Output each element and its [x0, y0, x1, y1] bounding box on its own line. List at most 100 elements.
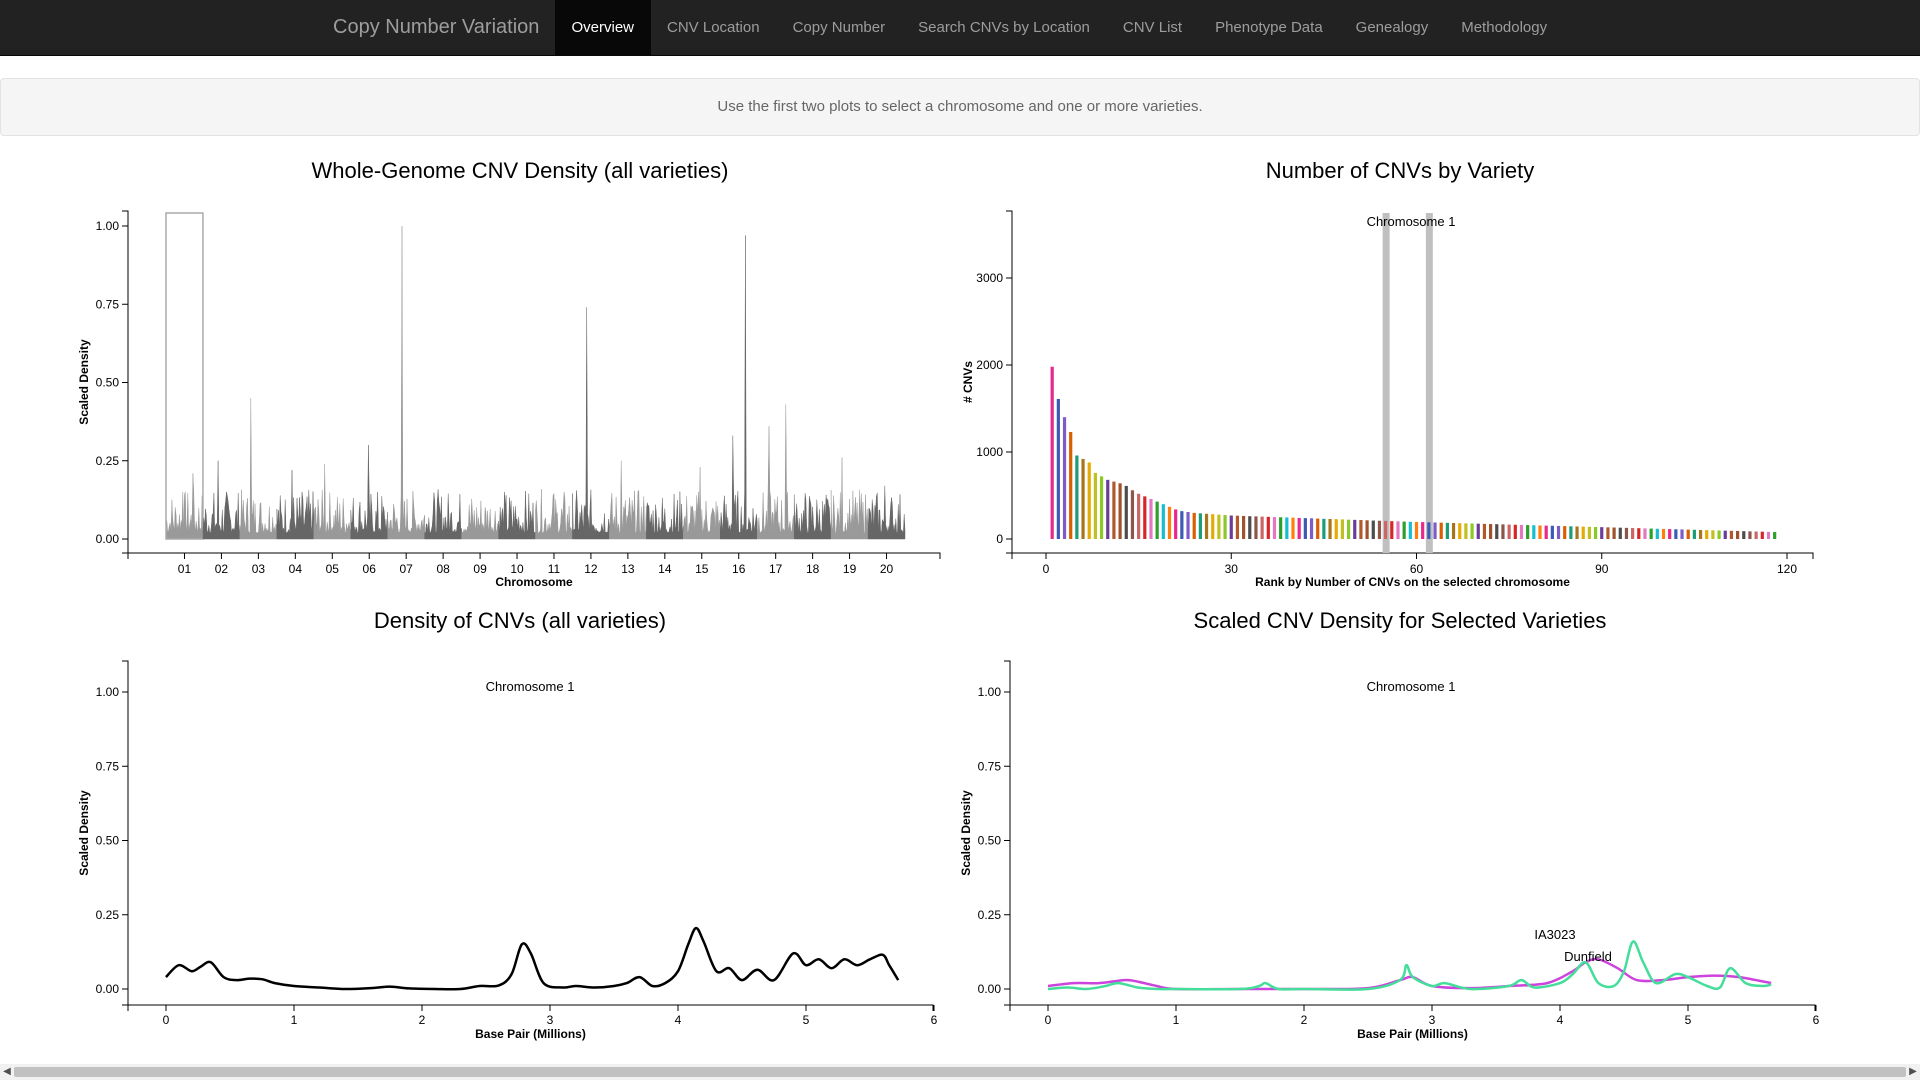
cnv-density-chart[interactable]: Base Pair (Millions) Scaled Density 0.00 0.… [0, 645, 960, 1045]
scroll-left-icon[interactable]: ◀ [3, 1066, 11, 1077]
chromosome-20-area [867, 485, 906, 540]
x-tick-label: 05 [326, 562, 340, 576]
bar-rank-99 [1655, 528, 1659, 539]
x-axis-line [1009, 1004, 1816, 1011]
x-tick-label: 03 [252, 562, 266, 576]
bar-rank-57 [1396, 521, 1400, 539]
bar-rank-87 [1581, 526, 1585, 539]
variety-density-chart[interactable]: Base Pair (Millions) Scaled Density 0.00 0.… [959, 645, 1920, 1045]
bar-rank-95 [1631, 528, 1635, 539]
density-line-dunfield [1047, 940, 1772, 991]
x-tick-label: 5 [803, 1013, 810, 1027]
bar-rank-31 [1235, 515, 1240, 539]
chromosome-05-area [313, 463, 352, 540]
bar-rank-92 [1612, 527, 1616, 539]
bar-rank-75 [1507, 524, 1511, 539]
navbar: Copy Number Variation Overview CNV Locat… [0, 0, 1920, 56]
rank-chart-title: Number of CNVs by Variety [1265, 158, 1535, 183]
bar-rank-22 [1180, 511, 1184, 539]
bar-rank-6 [1081, 458, 1085, 539]
bar-rank-63 [1433, 522, 1437, 539]
y-tick-label: 2000 [976, 358, 1003, 372]
bar-rank-83 [1556, 525, 1561, 539]
highlighted-variety-62 [1425, 213, 1433, 553]
genome-density-chart[interactable]: Chromosome Scaled Density 0.00 0.25 0.50 0.75… [0, 195, 960, 595]
bar-rank-102 [1674, 529, 1678, 539]
y-tick-label: 0.25 [96, 454, 120, 468]
series-label-ia3023: IA3023 [1534, 927, 1575, 942]
bar-rank-89 [1593, 526, 1598, 539]
bar-rank-107 [1705, 530, 1709, 539]
bar-rank-78 [1526, 525, 1530, 539]
highlighted-variety-55 [1382, 213, 1390, 553]
y-axis-label: # CNVs [961, 361, 975, 403]
bar-rank-43 [1309, 518, 1314, 539]
y-axis-line [1004, 660, 1011, 1006]
bar-rank-35 [1260, 516, 1264, 539]
tab-overview[interactable]: Overview [555, 0, 651, 55]
horizontal-scrollbar[interactable]: ◀ ▶ [0, 1064, 1920, 1080]
x-tick-label: 120 [1777, 562, 1797, 576]
scroll-thumb[interactable] [14, 1067, 1906, 1077]
x-axis-label: Base Pair (Millions) [1357, 1027, 1468, 1041]
tab-cnv-list[interactable]: CNV List [1122, 19, 1183, 36]
x-tick-label: 10 [510, 562, 524, 576]
bar-rank-32 [1242, 515, 1246, 539]
x-tick-label: 13 [621, 562, 635, 576]
y-tick-label: 0.25 [96, 908, 120, 922]
x-tick-label: 1 [1173, 1013, 1180, 1027]
chromosome-annotation: Chromosome 1 [1367, 214, 1456, 229]
x-axis-label: Base Pair (Millions) [475, 1027, 586, 1041]
bar-rank-53 [1371, 520, 1375, 539]
bar-rank-45 [1322, 518, 1326, 539]
varieties-chart-title: Scaled CNV Density for Selected Varietie… [1193, 608, 1607, 633]
bar-rank-74 [1501, 524, 1505, 539]
y-tick-label: 1000 [976, 445, 1003, 459]
bar-rank-47 [1334, 519, 1338, 539]
bar-rank-12 [1118, 483, 1122, 539]
bar-rank-21 [1174, 509, 1178, 539]
bar-rank-73 [1495, 524, 1499, 539]
bar-rank-15 [1137, 493, 1141, 539]
chromosome-11-area [535, 489, 573, 540]
bar-rank-97 [1643, 528, 1647, 539]
x-axis-line [1011, 552, 1814, 559]
bar-rank-58 [1402, 521, 1406, 539]
bar-rank-50 [1353, 519, 1357, 539]
y-tick-label: 0 [996, 532, 1003, 546]
x-tick-label: 3 [547, 1013, 554, 1027]
tab-cnv-location[interactable]: CNV Location [667, 19, 760, 36]
y-tick-label: 0.50 [96, 834, 120, 848]
y-axis-label: Scaled Density [959, 790, 973, 876]
y-tick-label: 0.75 [96, 759, 120, 773]
scroll-right-icon[interactable]: ▶ [1909, 1066, 1917, 1077]
nav-tabs: Overview CNV Location Copy Number Search… [555, 0, 1564, 55]
bar-rank-46 [1328, 518, 1332, 539]
bar-rank-68 [1464, 523, 1468, 539]
bar-rank-25 [1198, 513, 1202, 539]
bar-rank-23 [1186, 512, 1190, 539]
cnv-rank-chart[interactable]: Rank by Number of CNVs on the selected c… [960, 195, 1920, 595]
tab-search-cnvs-by-location[interactable]: Search CNVs by Location [918, 19, 1090, 36]
tab-genealogy[interactable]: Genealogy [1355, 19, 1429, 36]
bar-rank-7 [1087, 462, 1091, 539]
x-tick-label: 08 [436, 562, 450, 576]
y-tick-label: 1.00 [96, 685, 120, 699]
x-tick-label: 0 [1043, 562, 1050, 576]
bar-rank-111 [1729, 530, 1734, 539]
bar-rank-79 [1532, 525, 1536, 539]
tab-copy-number[interactable]: Copy Number [792, 19, 886, 36]
bar-rank-113 [1742, 531, 1746, 539]
x-tick-label: 2 [419, 1013, 426, 1027]
x-tick-label: 02 [215, 562, 229, 576]
tab-methodology[interactable]: Methodology [1461, 19, 1548, 36]
x-tick-label: 3 [1429, 1013, 1436, 1027]
x-tick-label: 0 [1045, 1013, 1052, 1027]
navbar-brand[interactable]: Copy Number Variation [333, 16, 540, 38]
chromosome-18-area [793, 493, 832, 540]
x-tick-label: 18 [806, 562, 820, 576]
bar-rank-40 [1291, 517, 1295, 539]
x-tick-label: 90 [1595, 562, 1609, 576]
x-tick-label: 1 [291, 1013, 298, 1027]
tab-phenotype-data[interactable]: Phenotype Data [1215, 19, 1323, 36]
